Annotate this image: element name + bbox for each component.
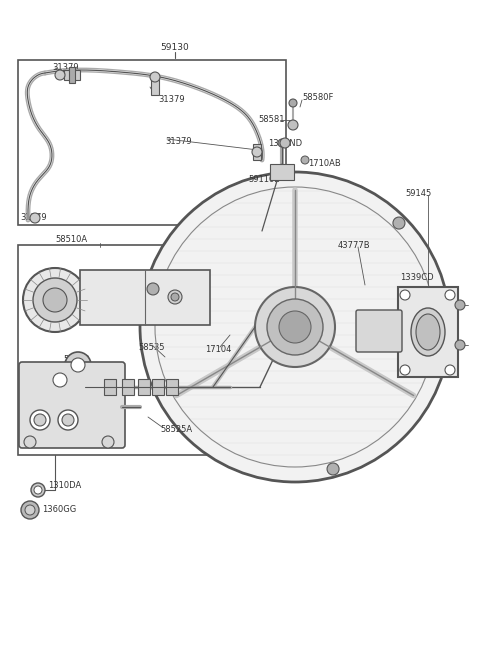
Circle shape <box>400 365 410 375</box>
Bar <box>398 287 458 377</box>
Text: 43777B: 43777B <box>338 240 371 250</box>
Bar <box>270 164 294 180</box>
Text: 59110B: 59110B <box>248 176 280 185</box>
Circle shape <box>53 373 67 387</box>
Circle shape <box>327 463 339 475</box>
Circle shape <box>33 278 77 322</box>
Bar <box>151 79 159 95</box>
Circle shape <box>34 486 42 494</box>
Circle shape <box>147 283 159 295</box>
Circle shape <box>445 365 455 375</box>
Circle shape <box>34 414 46 426</box>
Circle shape <box>445 290 455 300</box>
Circle shape <box>31 483 45 497</box>
Bar <box>64 70 80 80</box>
Circle shape <box>150 72 160 82</box>
Text: 1362ND: 1362ND <box>268 138 302 147</box>
Circle shape <box>171 293 179 301</box>
Bar <box>166 379 178 395</box>
Circle shape <box>65 352 91 378</box>
Circle shape <box>47 367 73 393</box>
Text: 59145: 59145 <box>405 189 431 198</box>
Circle shape <box>58 410 78 430</box>
Circle shape <box>43 288 67 312</box>
Circle shape <box>255 287 335 367</box>
Text: 1360GG: 1360GG <box>42 506 76 514</box>
Bar <box>152 379 164 395</box>
Text: 59130: 59130 <box>161 43 190 52</box>
Circle shape <box>393 217 405 229</box>
Text: 17104: 17104 <box>205 345 231 354</box>
Text: 58535: 58535 <box>138 343 165 352</box>
Text: 31379: 31379 <box>52 64 79 73</box>
Text: 1339CD: 1339CD <box>400 272 433 282</box>
Bar <box>104 379 116 395</box>
Circle shape <box>288 120 298 130</box>
Circle shape <box>252 147 262 157</box>
Text: 1310DA: 1310DA <box>48 481 81 489</box>
Circle shape <box>278 139 286 147</box>
Bar <box>80 270 210 325</box>
Text: 58672: 58672 <box>63 356 90 364</box>
Circle shape <box>280 138 290 148</box>
Circle shape <box>455 340 465 350</box>
Bar <box>18 60 286 225</box>
Text: 58672: 58672 <box>45 371 72 379</box>
Circle shape <box>21 501 39 519</box>
Text: 31379: 31379 <box>165 138 192 147</box>
Ellipse shape <box>411 308 445 356</box>
Text: 1339GA: 1339GA <box>400 291 433 299</box>
Circle shape <box>71 358 85 372</box>
Circle shape <box>168 290 182 304</box>
Text: 1710AB: 1710AB <box>308 159 341 168</box>
Circle shape <box>279 311 311 343</box>
FancyBboxPatch shape <box>19 362 125 448</box>
Text: 58581: 58581 <box>258 115 285 124</box>
Circle shape <box>55 70 65 80</box>
Bar <box>18 245 286 455</box>
Circle shape <box>23 268 87 332</box>
Circle shape <box>25 505 35 515</box>
Bar <box>69 67 75 83</box>
Circle shape <box>267 299 323 355</box>
FancyBboxPatch shape <box>356 310 402 352</box>
Text: 31379: 31379 <box>158 94 185 103</box>
Circle shape <box>301 156 309 164</box>
Circle shape <box>62 414 74 426</box>
Text: 58531A: 58531A <box>82 280 114 290</box>
Circle shape <box>400 290 410 300</box>
Text: 58510A: 58510A <box>55 236 87 244</box>
Circle shape <box>24 436 36 448</box>
Bar <box>253 144 261 160</box>
Circle shape <box>140 172 450 482</box>
Text: 58580F: 58580F <box>302 92 334 102</box>
Circle shape <box>455 300 465 310</box>
Text: 31379: 31379 <box>20 214 47 223</box>
Circle shape <box>289 99 297 107</box>
Ellipse shape <box>416 314 440 350</box>
Text: 58525A: 58525A <box>160 426 192 434</box>
Circle shape <box>30 213 40 223</box>
Bar <box>138 379 150 395</box>
Bar <box>122 379 134 395</box>
Circle shape <box>30 410 50 430</box>
Circle shape <box>102 436 114 448</box>
Text: 58511A: 58511A <box>155 276 187 284</box>
